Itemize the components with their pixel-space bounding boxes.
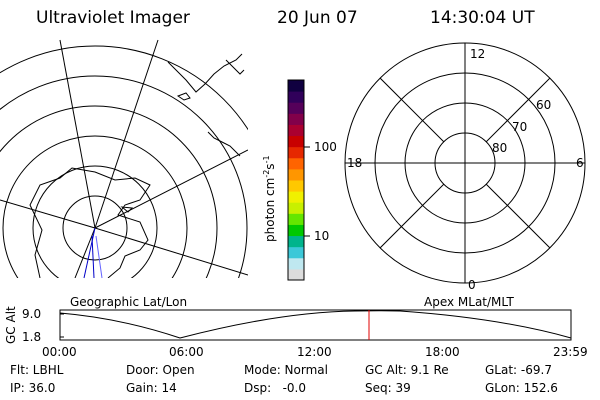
colorbar-segment	[288, 146, 304, 159]
colorbar-tick-100: 100	[314, 140, 337, 154]
x-tick-1200: 12:00	[297, 345, 332, 359]
y-tick-1-8: 1.8	[22, 330, 42, 344]
x-tick-1800: 18:00	[425, 345, 460, 359]
apex-panel-label: Apex MLat/MLT	[424, 295, 514, 309]
mlt-label-0: 0	[468, 278, 476, 292]
satellite-track	[83, 227, 96, 279]
mlt-label-6: 6	[576, 156, 584, 170]
date-label: 20 Jun 07	[277, 8, 358, 28]
colorbar-unit-label: photon cm-2s-1	[262, 155, 277, 242]
door-info: Door: Open	[126, 363, 195, 377]
mlt-label-18: 18	[347, 156, 363, 170]
altitude-curve	[59, 310, 572, 339]
filter-info: Flt: LBHL	[10, 363, 64, 377]
gc-alt-axis-label: GC Alt	[4, 306, 18, 344]
lat-label-80: 80	[492, 141, 508, 155]
colorbar-segment	[288, 246, 304, 259]
antarctica-coastline	[29, 167, 151, 278]
colorbar-segment	[288, 191, 304, 203]
ip-info: IP: 36.0	[10, 381, 56, 395]
x-tick-0600: 06:00	[169, 345, 204, 359]
colorbar-segment	[288, 80, 304, 92]
mode-info: Mode: Normal	[244, 363, 328, 377]
colorbar-segment	[288, 113, 304, 125]
colorbar-segment	[288, 180, 304, 192]
y-tick-9: 9.0	[22, 307, 42, 321]
colorbar-segment	[288, 224, 304, 237]
geographic-map	[0, 39, 248, 278]
lat-label-60: 60	[536, 98, 552, 112]
australia-coastline	[167, 53, 243, 93]
colorbar-segment	[288, 157, 304, 170]
x-tick-2359: 23:59	[553, 345, 588, 359]
mlt-label-12: 12	[470, 47, 486, 61]
altitude-timeline	[59, 309, 572, 341]
gain-info: Gain: 14	[126, 381, 177, 395]
geo-panel-label: Geographic Lat/Lon	[70, 295, 188, 309]
app-title: Ultraviolet Imager	[36, 8, 190, 28]
colorbar-segment	[288, 168, 304, 181]
colorbar-segment	[288, 235, 304, 248]
colorbar-segment	[288, 102, 304, 114]
colorbar-tick-10: 10	[314, 229, 330, 243]
colorbar-segment	[288, 135, 304, 148]
colorbar-segment	[288, 268, 304, 281]
time-label: 14:30:04 UT	[430, 8, 535, 28]
colorbar-segment	[288, 91, 304, 103]
color-bar	[288, 80, 304, 281]
colorbar-segment	[288, 213, 304, 225]
dsp-info: Dsp: -0.0	[244, 381, 307, 395]
x-tick-0000: 00:00	[42, 345, 77, 359]
lat-label-70: 70	[512, 120, 528, 134]
seq-info: Seq: 39	[365, 381, 411, 395]
new-zealand-coastline	[207, 131, 241, 157]
colorbar-segment	[288, 124, 304, 137]
apex-polar-plot	[344, 42, 586, 284]
gc-alt-info: GC Alt: 9.1 Re	[365, 363, 449, 377]
glon-info: GLon: 152.6	[485, 381, 558, 395]
colorbar-segment	[288, 257, 304, 270]
colorbar-segment	[288, 202, 304, 214]
glat-info: GLat: -69.7	[485, 363, 552, 377]
